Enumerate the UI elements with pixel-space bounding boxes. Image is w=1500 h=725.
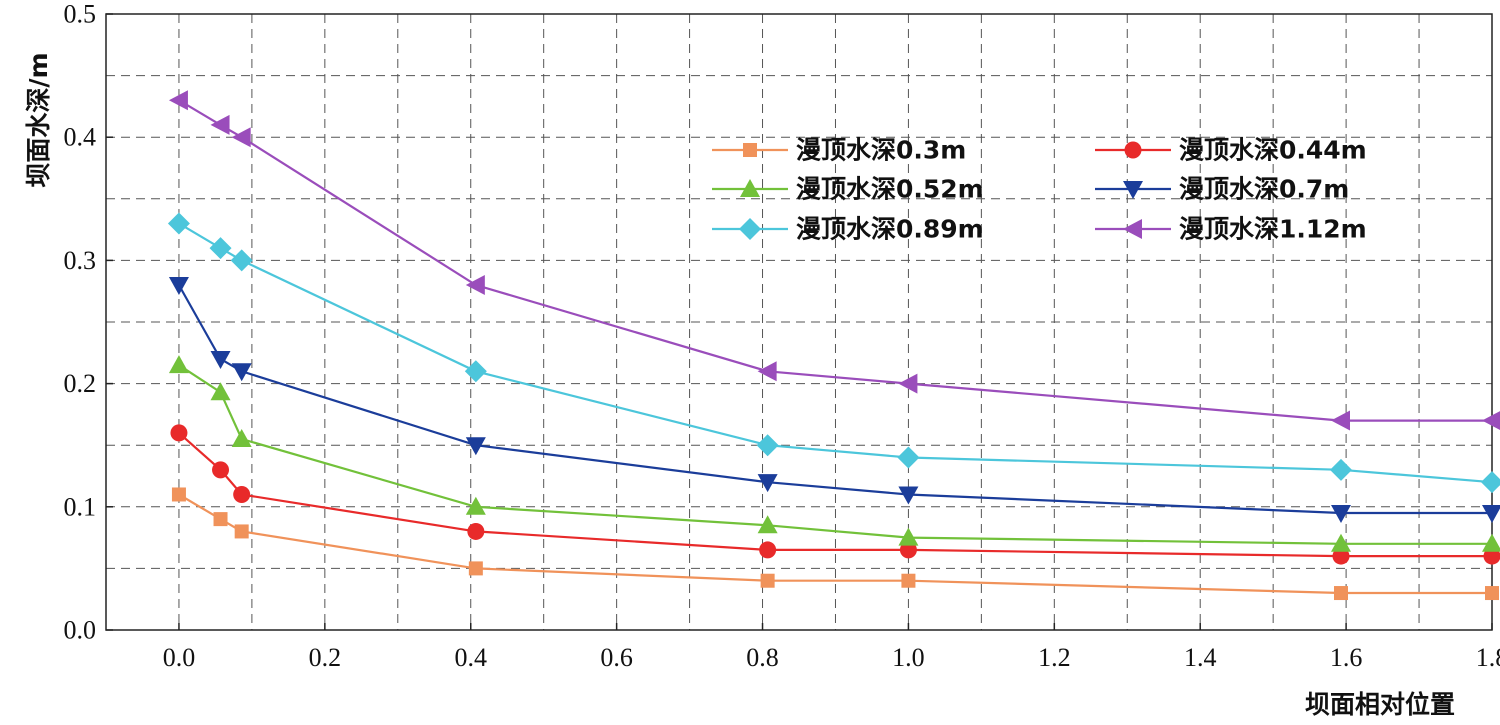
series-6 (168, 90, 1500, 431)
y-tick-label: 0.0 (64, 616, 97, 645)
x-tick-label: 0.6 (600, 643, 633, 672)
y-axis-title: 坝面水深/m (24, 52, 53, 187)
series-5 (167, 212, 1500, 494)
legend: 漫顶水深0.3m 漫顶水深0.44m 漫顶水深0.52m 漫顶水深0.7m 漫顶水深0.… (712, 136, 1367, 244)
data-point (210, 114, 230, 135)
data-point (231, 363, 252, 382)
legend-label: 漫顶水深0.7m (1179, 175, 1349, 204)
data-point (897, 446, 920, 469)
data-point (1482, 411, 1500, 431)
y-tick-label: 0.2 (64, 369, 97, 398)
data-point (1483, 547, 1500, 565)
legend-label: 漫顶水深0.44m (1179, 136, 1367, 165)
data-point (1485, 586, 1499, 601)
data-point (168, 277, 189, 296)
data-point (760, 573, 775, 588)
data-point (898, 486, 919, 505)
legend-label: 漫顶水深0.3m (796, 136, 966, 165)
data-point (467, 522, 485, 540)
legend-item: 漫顶水深0.3m (712, 136, 966, 165)
legend-item: 漫顶水深0.52m (712, 175, 984, 204)
legend-item: 漫顶水深0.89m (712, 215, 984, 244)
data-point (1329, 458, 1352, 481)
x-tick-label: 1.2 (1038, 643, 1071, 672)
data-point (212, 461, 230, 479)
legend-marker (1124, 141, 1142, 159)
x-tick-label: 0.0 (163, 643, 196, 672)
data-point (1482, 533, 1500, 552)
data-point (468, 561, 483, 576)
data-point (465, 496, 486, 515)
data-point (1481, 471, 1500, 494)
data-point (1330, 410, 1350, 431)
legend-marker (740, 179, 760, 197)
data-point (213, 512, 228, 527)
data-point (899, 541, 917, 559)
grid (105, 13, 1493, 630)
data-point (464, 360, 487, 383)
series-layer (167, 90, 1500, 601)
legend-item: 漫顶水深0.44m (1095, 136, 1367, 165)
data-point (167, 212, 190, 235)
legend-label: 漫顶水深0.89m (796, 215, 984, 244)
data-point (1333, 586, 1348, 601)
axes: 0.0 0.2 0.4 0.6 0.8 1.0 1.2 1.4 1.6 1.8 0.0 0.1 0.2 0… (64, 0, 1500, 672)
y-tick-label: 0.5 (64, 0, 97, 29)
data-point (757, 361, 777, 382)
data-point (1482, 504, 1500, 523)
x-tick-label: 0.8 (746, 643, 779, 672)
data-point (759, 541, 777, 559)
data-point (898, 373, 918, 394)
data-point (233, 485, 251, 503)
series-1 (171, 487, 1499, 601)
legend-marker (743, 143, 757, 157)
x-tick-label: 0.4 (454, 643, 487, 672)
legend-label: 漫顶水深0.52m (796, 175, 984, 204)
data-point (231, 429, 252, 448)
data-point (465, 437, 486, 456)
x-tick-label: 1.4 (1184, 643, 1217, 672)
data-point (901, 573, 916, 588)
legend-item: 漫顶水深0.7m (1095, 175, 1349, 204)
data-point (1330, 533, 1351, 552)
legend-label: 漫顶水深1.12m (1179, 215, 1367, 244)
plot-frame (105, 13, 1493, 631)
data-point (234, 524, 249, 539)
x-tick-label: 1.6 (1330, 643, 1363, 672)
data-point (757, 474, 778, 493)
data-point (1332, 547, 1350, 565)
x-tick-label: 1.0 (892, 643, 925, 672)
series-4 (168, 277, 1500, 523)
legend-marker (739, 218, 761, 240)
data-point (168, 355, 189, 374)
data-point (757, 515, 778, 534)
x-tick-label: 0.2 (309, 643, 342, 672)
legend-item: 漫顶水深1.12m (1095, 215, 1367, 244)
y-tick-label: 0.3 (64, 246, 97, 275)
data-point (231, 127, 251, 148)
data-point (170, 424, 188, 442)
data-point (1330, 504, 1351, 523)
series-2 (170, 424, 1500, 565)
y-tick-label: 0.1 (64, 492, 97, 521)
data-point (209, 237, 232, 260)
legend-marker (1123, 219, 1142, 239)
series-3 (168, 355, 1500, 552)
data-point (171, 487, 186, 502)
data-point (230, 249, 253, 272)
y-tick-label: 0.4 (64, 123, 97, 152)
legend-marker (1123, 181, 1143, 199)
data-point (756, 434, 779, 457)
data-point (168, 90, 188, 111)
data-point (898, 527, 919, 546)
data-point (465, 275, 485, 296)
data-point (210, 382, 231, 401)
x-axis-title: 坝面相对位置 (1305, 690, 1455, 719)
x-tick-label: 1.8 (1476, 643, 1500, 672)
data-point (210, 350, 231, 369)
